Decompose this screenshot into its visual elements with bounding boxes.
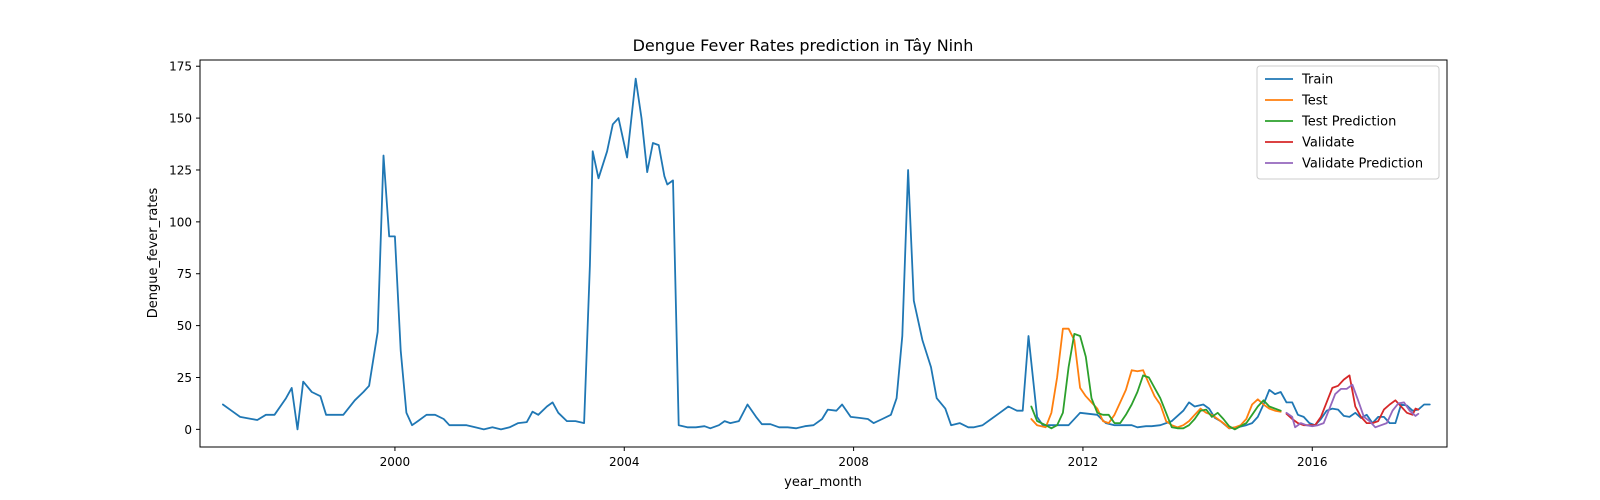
chart-title: Dengue Fever Rates prediction in Tây Nin… (633, 36, 974, 55)
x-tick-label: 2016 (1297, 455, 1328, 469)
x-tick-label: 2008 (838, 455, 869, 469)
x-tick-label: 2000 (380, 455, 411, 469)
x-axis-label: year_month (784, 475, 862, 490)
legend-label: Test Prediction (1301, 115, 1396, 130)
y-tick-label: 175 (169, 60, 192, 74)
y-tick-label: 75 (177, 267, 192, 281)
x-axis: 2000 2004 2008 2012 2016 (380, 447, 1328, 469)
legend: Train Test Test Prediction Validate Validate… (1256, 65, 1440, 180)
y-tick-label: 25 (177, 371, 192, 385)
x-tick-label: 2012 (1068, 455, 1099, 469)
y-tick-label: 125 (169, 163, 192, 177)
y-tick-label: 150 (169, 112, 192, 126)
series-line-test-prediction (1030, 333, 1282, 431)
y-axis: 0 25 50 75 100 125 150 175 (169, 60, 200, 437)
series-line-train (222, 77, 1431, 431)
legend-label: Train (1301, 73, 1333, 88)
plot-series (222, 77, 1431, 431)
series-line-validate-prediction (1285, 383, 1420, 429)
plot-frame (199, 59, 1448, 448)
legend-label: Test (1301, 94, 1328, 109)
series-line-test (1030, 327, 1282, 430)
y-tick-label: 0 (184, 423, 192, 437)
y-tick-label: 50 (177, 319, 192, 333)
y-axis-label: Dengue_fever_rates (146, 188, 161, 319)
legend-label: Validate Prediction (1302, 157, 1423, 172)
legend-label: Validate (1302, 136, 1354, 151)
legend-box (1256, 65, 1440, 180)
y-tick-label: 100 (169, 215, 192, 229)
x-tick-label: 2004 (609, 455, 640, 469)
